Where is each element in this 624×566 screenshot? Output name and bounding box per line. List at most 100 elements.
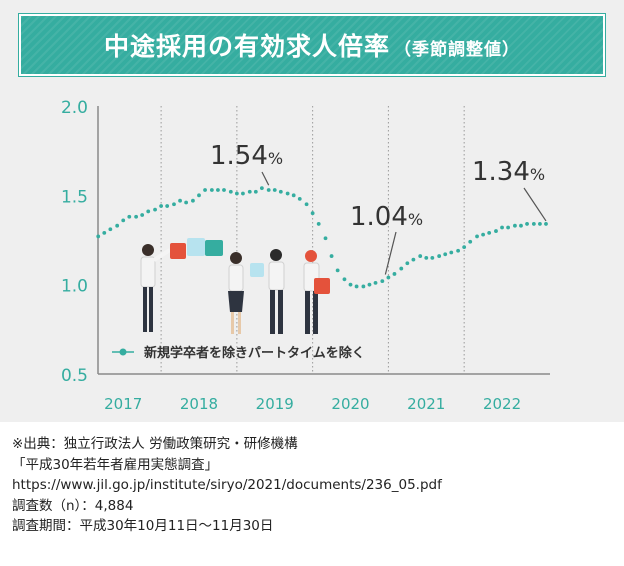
annotation-value: 1.34 — [472, 157, 530, 187]
legend-label: 新規学卒者を除きパートタイムを除く — [144, 345, 365, 361]
person-2 — [228, 252, 244, 334]
data-point — [96, 234, 101, 239]
person-3 — [268, 249, 285, 334]
puzzle-piece-lightblue — [187, 238, 205, 256]
data-point — [494, 229, 498, 233]
data-point — [178, 198, 182, 203]
data-point — [386, 275, 391, 280]
x-tick-label: 2021 — [407, 395, 445, 413]
puzzle-piece-red-2 — [314, 278, 330, 294]
business-people-illustration — [140, 238, 330, 334]
data-point — [335, 268, 340, 273]
data-point — [222, 188, 226, 192]
data-point — [203, 188, 207, 192]
data-point — [424, 255, 429, 260]
data-point — [278, 189, 283, 194]
data-point — [272, 188, 277, 192]
legend-marker — [119, 348, 127, 356]
annotations: 1.54%1.04%1.34% — [210, 141, 547, 275]
puzzle-piece-red — [170, 243, 186, 259]
data-point — [108, 227, 113, 232]
annotation-leader — [384, 231, 397, 275]
y-tick-label: 1.0 — [61, 277, 88, 297]
data-point — [342, 277, 347, 282]
data-point — [140, 213, 145, 217]
data-point — [519, 223, 523, 228]
data-point — [241, 191, 245, 196]
annotation-value: 1.04 — [350, 202, 408, 232]
data-point — [316, 222, 321, 226]
data-point — [165, 204, 170, 208]
x-tick-labels: 2017 2018 2019 2020 2021 2022 — [104, 395, 521, 413]
data-point — [310, 211, 315, 216]
data-point — [159, 204, 164, 208]
data-point — [253, 189, 258, 194]
y-tick-labels: 2.0 1.5 1.0 0.5 — [61, 98, 88, 386]
annotation-unit: % — [530, 165, 545, 184]
data-point — [456, 248, 460, 253]
title-banner: 中途採用の有効求人倍率 （季節調整値） — [18, 13, 606, 77]
axes — [97, 106, 550, 375]
data-point — [392, 272, 397, 276]
y-tick-label: 1.5 — [61, 187, 88, 207]
data-point — [102, 230, 107, 235]
data-point — [475, 234, 479, 239]
data-point — [513, 223, 517, 228]
data-point — [531, 222, 536, 226]
x-tick-label: 2018 — [180, 395, 218, 413]
data-point — [323, 236, 328, 241]
data-point — [430, 255, 435, 260]
data-point — [411, 257, 416, 262]
data-point — [348, 282, 353, 287]
data-point — [121, 218, 126, 223]
data-point — [399, 266, 404, 271]
y-tick-label: 0.5 — [61, 366, 88, 386]
person-1 — [140, 244, 172, 332]
data-point — [418, 254, 423, 258]
source-notes: ※出典：独立行政法人 労働政策研究・研修機構 「平成30年若年者雇用実態調査」 … — [12, 434, 612, 537]
data-point — [228, 189, 233, 194]
data-point — [449, 250, 454, 255]
data-point — [354, 284, 359, 289]
title-main: 中途採用の有効求人倍率 — [103, 32, 390, 61]
y-tick-label: 2.0 — [61, 98, 88, 118]
data-point — [184, 200, 189, 205]
data-point — [209, 188, 214, 192]
data-point — [172, 202, 176, 207]
data-point — [329, 254, 334, 258]
data-point — [146, 209, 151, 214]
source-line-1: ※出典：独立行政法人 労働政策研究・研修機構 — [12, 436, 298, 452]
data-point — [481, 232, 486, 237]
title-sub: （季節調整値） — [394, 40, 520, 60]
annotation-unit: % — [268, 149, 283, 168]
data-point — [115, 223, 120, 228]
data-point — [304, 202, 309, 207]
data-point — [538, 222, 542, 226]
data-point — [234, 191, 239, 196]
annotation-label: 1.34% — [472, 157, 545, 187]
annotation-label: 1.54% — [210, 141, 283, 171]
x-tick-label: 2019 — [256, 395, 294, 413]
data-point — [437, 254, 442, 258]
data-point — [197, 193, 201, 198]
data-point — [285, 191, 290, 196]
annotation-label: 1.04% — [350, 202, 423, 232]
legend: 新規学卒者を除きパートタイムを除く — [112, 345, 365, 361]
data-point — [443, 252, 448, 257]
annotation-value: 1.54 — [210, 141, 268, 171]
series-points — [96, 186, 548, 289]
data-point — [367, 282, 372, 287]
data-point — [373, 280, 378, 285]
source-url: https://www.jil.go.jp/institute/siryo/20… — [12, 477, 442, 493]
source-period: 調査期間：平成30年10月11日〜11月30日 — [12, 518, 274, 534]
data-point — [361, 284, 366, 289]
data-point — [500, 225, 504, 230]
data-point — [216, 188, 220, 192]
grid-lines — [160, 106, 465, 374]
data-point — [462, 245, 467, 250]
source-line-2: 「平成30年若年者雇用実態調査」 — [12, 456, 219, 473]
source-sample-size: 調査数（n）：4,884 — [12, 497, 134, 514]
puzzle-piece-teal — [205, 240, 223, 256]
data-point — [468, 239, 473, 244]
data-point — [191, 198, 195, 203]
